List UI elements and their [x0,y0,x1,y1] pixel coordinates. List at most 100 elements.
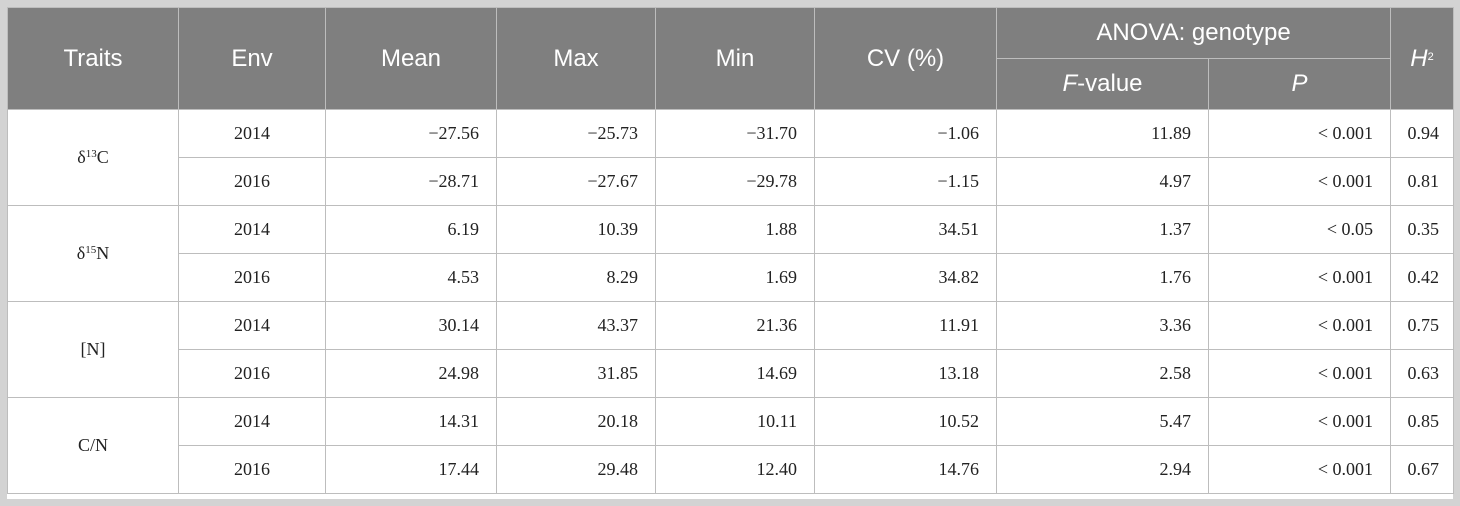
env-cell: 2016 [178,253,326,302]
table-row: C/N 2014 14.31 20.18 10.11 10.52 5.47 < 0.001 0.… [7,397,1454,494]
env-cell: 2014 [178,397,326,446]
p-value-cell: < 0.001 [1208,301,1391,350]
trait-name: δ [77,147,86,167]
p-value-cell: < 0.001 [1208,349,1391,398]
table-row: 2016 4.53 8.29 1.69 34.82 1.76 < 0.001 0.42 [8,253,1454,302]
cv-cell: 14.76 [814,445,997,494]
min-cell: −29.78 [655,157,815,206]
cv-cell: 13.18 [814,349,997,398]
mean-cell: 24.98 [325,349,497,398]
f-value-cell: 2.94 [996,445,1209,494]
f-value-cell: 2.58 [996,349,1209,398]
header-p: P [1208,58,1391,110]
data-table: Traits Env Mean Max Min CV (%) ANOVA: ge… [7,7,1454,494]
f-value-cell: 1.37 [996,205,1209,254]
min-cell: 12.40 [655,445,815,494]
mean-cell: −28.71 [325,157,497,206]
heritability-cell: 0.67 [1390,445,1454,494]
min-cell: 14.69 [655,349,815,398]
p-value-cell: < 0.001 [1208,157,1391,206]
cv-cell: 34.82 [814,253,997,302]
p-value-cell: < 0.001 [1208,445,1391,494]
p-value-cell: < 0.001 [1208,397,1391,446]
mean-cell: 17.44 [325,445,497,494]
f-value-cell: 3.36 [996,301,1209,350]
cv-cell: 10.52 [814,397,997,446]
max-cell: 31.85 [496,349,656,398]
header-max: Max [496,7,656,110]
mean-cell: 6.19 [325,205,497,254]
table-body: δ13C 2014 −27.56 −25.73 −31.70 −1.06 11.89 < 0.… [7,109,1454,494]
max-cell: 20.18 [496,397,656,446]
trait-cell: C/N [7,397,179,494]
f-suffix: -value [1077,70,1143,97]
f-value-cell: 1.76 [996,253,1209,302]
f-value-cell: 11.89 [996,109,1209,158]
cv-cell: 11.91 [814,301,997,350]
heritability-cell: 0.35 [1390,205,1454,254]
env-cell: 2016 [178,445,326,494]
table-row: 2016 24.98 31.85 14.69 13.18 2.58 < 0.001 0.63 [8,349,1454,398]
table-row: δ13C 2014 −27.56 −25.73 −31.70 −1.06 11.89 < 0.… [7,109,1454,206]
cv-cell: −1.15 [814,157,997,206]
header-f-value: F-value [996,58,1209,110]
trait-element: N [96,243,110,263]
min-cell: 1.88 [655,205,815,254]
f-value-cell: 4.97 [996,157,1209,206]
h2-base: H [1410,44,1428,72]
trait-isotope-superscript: 15 [85,244,97,256]
header-heritability: H2 [1390,7,1454,110]
p-value-cell: < 0.05 [1208,205,1391,254]
f-value-cell: 5.47 [996,397,1209,446]
max-cell: −25.73 [496,109,656,158]
heritability-cell: 0.81 [1390,157,1454,206]
trait-name: [N] [80,339,106,359]
mean-cell: 14.31 [325,397,497,446]
p-value-cell: < 0.001 [1208,253,1391,302]
p-value-cell: < 0.001 [1208,109,1391,158]
trait-name: C/N [77,435,108,455]
table-header: Traits Env Mean Max Min CV (%) ANOVA: ge… [7,7,1454,110]
min-cell: 1.69 [655,253,815,302]
header-cv: CV (%) [814,7,997,110]
table-row: [N] 2014 30.14 43.37 21.36 11.91 3.36 < 0.001 0.… [7,301,1454,398]
header-mean: Mean [325,7,497,110]
header-anova-genotype: ANOVA: genotype [996,7,1391,59]
max-cell: −27.67 [496,157,656,206]
heritability-cell: 0.94 [1390,109,1454,158]
table-row: 2016 17.44 29.48 12.40 14.76 2.94 < 0.001 0.67 [8,445,1454,494]
mean-cell: −27.56 [325,109,497,158]
env-cell: 2014 [178,205,326,254]
heritability-cell: 0.85 [1390,397,1454,446]
max-cell: 10.39 [496,205,656,254]
min-cell: 21.36 [655,301,815,350]
header-min: Min [655,7,815,110]
max-cell: 29.48 [496,445,656,494]
heritability-cell: 0.75 [1390,301,1454,350]
table-row: δ15N 2014 6.19 10.39 1.88 34.51 1.37 < 0.05 0.35 [7,205,1454,302]
h2-superscript: 2 [1427,50,1434,63]
mean-cell: 30.14 [325,301,497,350]
table-row: 2016 −28.71 −27.67 −29.78 −1.15 4.97 < 0.001 0.… [8,157,1454,206]
env-cell: 2014 [178,301,326,350]
table-container: Traits Env Mean Max Min CV (%) ANOVA: ge… [7,7,1454,499]
cv-cell: 34.51 [814,205,997,254]
trait-cell: δ15N [7,205,179,302]
header-env: Env [178,7,326,110]
f-italic: F [1062,70,1078,97]
header-traits: Traits [7,7,179,110]
trait-cell: δ13C [7,109,179,206]
trait-cell: [N] [7,301,179,398]
heritability-cell: 0.42 [1390,253,1454,302]
env-cell: 2016 [178,349,326,398]
trait-element: C [96,147,109,167]
env-cell: 2016 [178,157,326,206]
min-cell: −31.70 [655,109,815,158]
cv-cell: −1.06 [814,109,997,158]
max-cell: 8.29 [496,253,656,302]
min-cell: 10.11 [655,397,815,446]
trait-name: δ [76,243,86,263]
mean-cell: 4.53 [325,253,497,302]
max-cell: 43.37 [496,301,656,350]
env-cell: 2014 [178,109,326,158]
